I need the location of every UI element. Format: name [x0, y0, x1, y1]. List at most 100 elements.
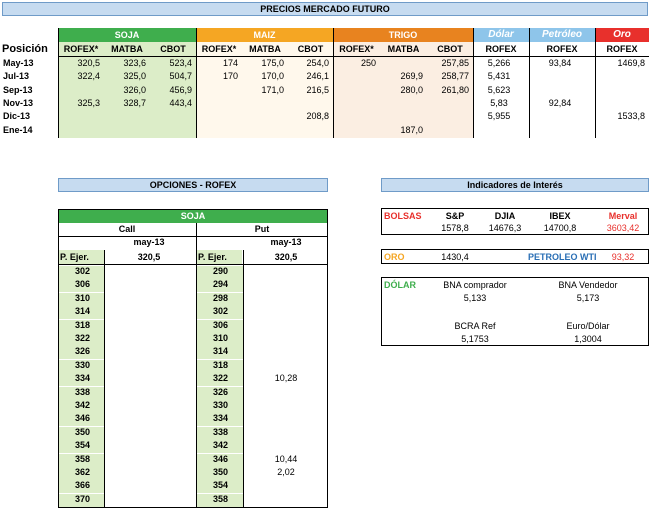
- group-maiz: MAIZ: [196, 28, 333, 42]
- put-strike: 294: [197, 279, 243, 293]
- price-cell: 250: [360, 58, 376, 68]
- price-cell: [196, 111, 238, 123]
- ibex-value: 14700,8: [543, 223, 577, 233]
- put-strike: 354: [197, 480, 243, 494]
- price-cell: [427, 125, 469, 137]
- put-strike: 334: [197, 413, 243, 427]
- put-strike: 310: [197, 333, 243, 346]
- column-label: MATBA: [387, 44, 420, 54]
- column-label: ROFEX: [485, 44, 517, 54]
- price-cell: 216,5: [306, 84, 329, 95]
- price-cell: [196, 125, 238, 137]
- call-strike: 354: [59, 440, 104, 454]
- call-label: Call: [118, 224, 136, 234]
- djia-label: DJIA: [494, 211, 516, 221]
- group-petroleo: Petróleo: [529, 28, 595, 42]
- oro-box: [381, 249, 649, 264]
- call-strike-label: P. Ejer.: [58, 250, 104, 264]
- price-cell: 1533,8: [617, 111, 645, 122]
- price-cell: 523,4: [169, 58, 192, 68]
- put-label: Put: [254, 224, 270, 234]
- price-cell: [58, 111, 100, 123]
- price-cell: 246,1: [306, 71, 329, 82]
- put-strike-label: P. Ejer.: [196, 250, 242, 264]
- call-strike: 366: [59, 480, 104, 494]
- price-cell: [104, 125, 146, 137]
- put-strike: 326: [197, 386, 243, 400]
- price-cell: 93,84: [548, 58, 572, 68]
- put-strike: 350: [197, 467, 243, 480]
- oro-value: 1430,4: [441, 252, 469, 262]
- options-product: SOJA: [58, 209, 328, 223]
- petroleo-label: PETROLEO WTI: [528, 252, 597, 262]
- column-label: ROFEX: [606, 44, 638, 54]
- put-strike: 298: [197, 292, 243, 306]
- grid-line: [595, 28, 596, 138]
- column-label: ROFEX*: [201, 44, 237, 54]
- price-cell: 1469,8: [617, 58, 645, 68]
- call-strike: 310: [59, 292, 104, 306]
- price-cell: [595, 71, 645, 83]
- call-strike: 322: [59, 333, 104, 346]
- put-strike: 322: [197, 373, 243, 387]
- price-cell: [380, 98, 423, 110]
- position-cell: May-13: [3, 58, 34, 68]
- price-cell: 187,0: [400, 124, 423, 135]
- price-cell: [529, 71, 591, 83]
- maiz-tint: [196, 42, 333, 138]
- price-cell: 208,8: [306, 111, 329, 122]
- bna-comprador-value: 5,133: [463, 293, 487, 303]
- price-cell: [196, 85, 238, 97]
- column-label: CBOT: [160, 44, 186, 54]
- price-cell: 5,623: [487, 84, 511, 95]
- price-cell: [595, 125, 645, 137]
- price-cell: 254,0: [306, 58, 329, 68]
- price-cell: [529, 85, 591, 97]
- position-cell: Sep-13: [3, 84, 33, 95]
- put-strike: 342: [197, 440, 243, 454]
- bolsas-label: BOLSAS: [384, 211, 422, 221]
- group-oro: Oro: [595, 28, 649, 42]
- call-underlying: 320,5: [137, 252, 161, 262]
- bolsas-box: [381, 208, 649, 235]
- call-month: may-13: [133, 237, 165, 247]
- price-cell: 322,4: [77, 71, 100, 82]
- futures-title: PRECIOS MERCADO FUTURO: [2, 2, 648, 16]
- price-cell: 170: [222, 71, 238, 82]
- call-strike: 306: [59, 279, 104, 293]
- bna-vendedor-label: BNA Vendedor: [558, 280, 618, 290]
- price-cell: 258,77: [441, 71, 469, 82]
- column-label: ROFEX: [546, 44, 578, 54]
- price-cell: 5,266: [487, 58, 511, 68]
- price-cell: 320,5: [77, 58, 100, 68]
- put-strike: 330: [197, 400, 243, 413]
- soja-tint: [58, 42, 196, 138]
- grid-line: [104, 250, 105, 508]
- put-strike: 314: [197, 346, 243, 360]
- price-cell: [333, 71, 376, 83]
- grid-line: [58, 236, 328, 237]
- call-strike: 346: [59, 413, 104, 427]
- price-cell: 92,84: [548, 97, 572, 108]
- price-cell: [333, 98, 376, 110]
- position-label: Posición: [2, 43, 48, 55]
- call-strike: 338: [59, 386, 104, 400]
- ibex-label: IBEX: [549, 211, 571, 221]
- call-strike: 326: [59, 346, 104, 360]
- price-cell: 257,85: [441, 58, 469, 68]
- grid-line: [58, 28, 59, 138]
- call-strike: 370: [59, 493, 104, 507]
- grid-line: [196, 28, 197, 138]
- price-cell: [595, 85, 645, 97]
- column-label: CBOT: [437, 44, 463, 54]
- price-cell: 261,80: [441, 84, 469, 95]
- price-cell: 175,0: [261, 58, 284, 68]
- column-label: ROFEX*: [63, 44, 99, 54]
- grid-line: [243, 250, 244, 508]
- price-cell: 174: [222, 58, 238, 68]
- price-cell: [380, 111, 423, 123]
- call-strike: 334: [59, 373, 104, 387]
- group-soja: SOJA: [58, 28, 196, 42]
- price-cell: 5,431: [487, 71, 511, 82]
- put-value: 10,44: [274, 453, 298, 464]
